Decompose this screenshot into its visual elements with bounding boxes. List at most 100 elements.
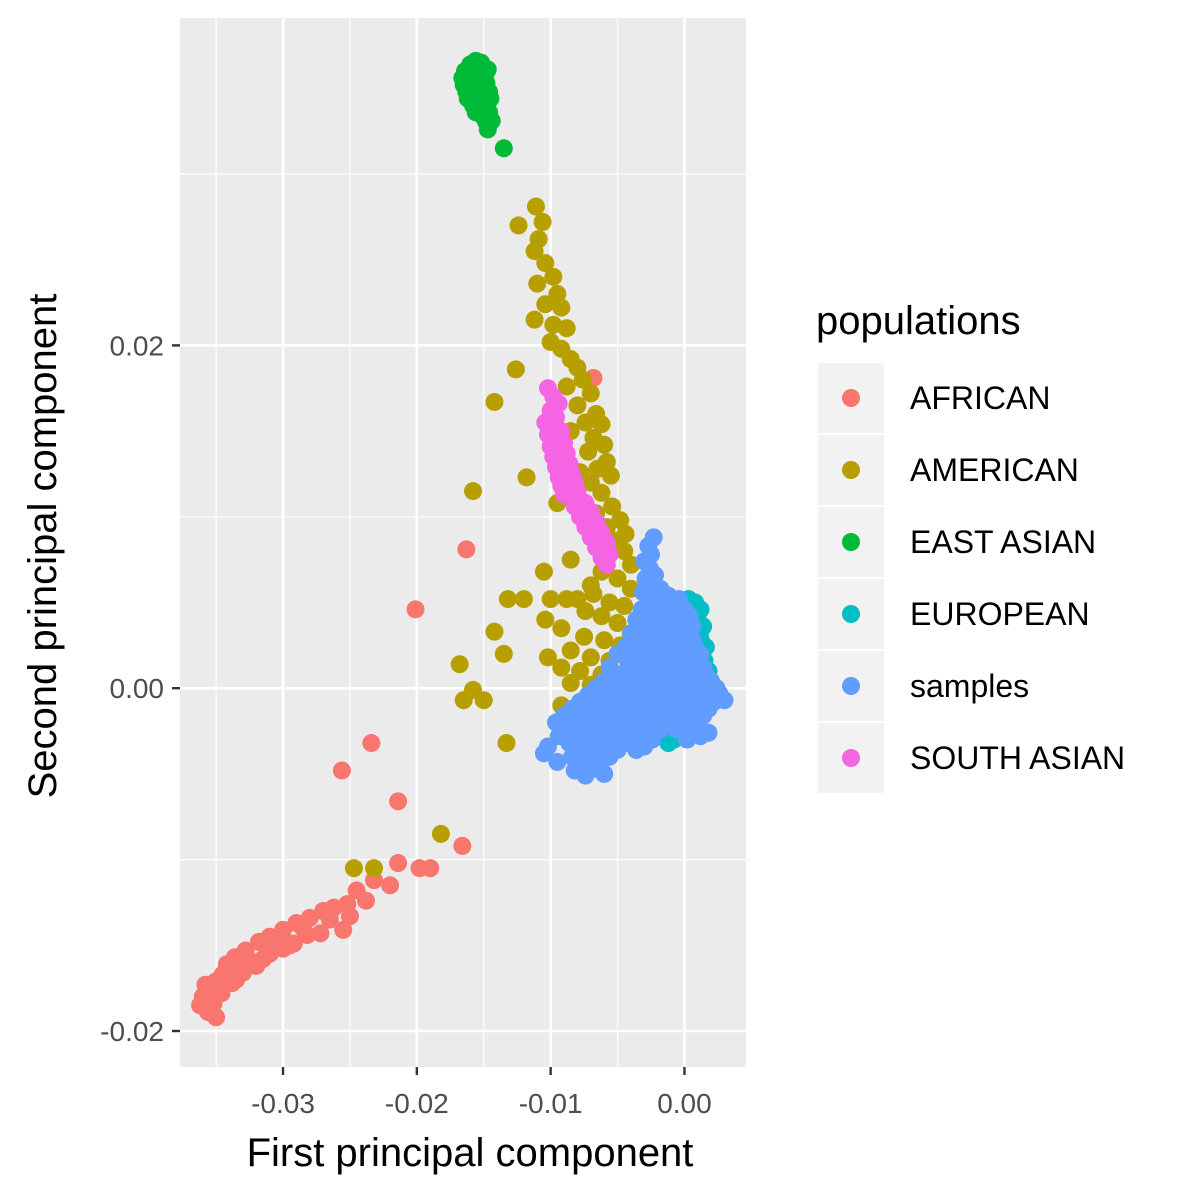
data-point (450, 655, 469, 674)
data-point (561, 641, 580, 660)
data-point (525, 242, 544, 261)
data-point (454, 691, 473, 710)
data-point (597, 555, 616, 574)
data-point (595, 764, 614, 783)
data-point (557, 377, 576, 396)
legend-key-point (842, 605, 860, 623)
data-point (575, 627, 594, 646)
data-point (528, 274, 547, 293)
y-tick-label: -0.02 (100, 1016, 164, 1047)
legend-item: AFRICAN (818, 363, 1050, 433)
data-point (592, 483, 611, 502)
data-point (533, 212, 552, 231)
x-axis: -0.03 -0.02 -0.01 0.00 (251, 1067, 712, 1119)
data-point (389, 792, 408, 811)
series-south-asian (536, 379, 619, 574)
legend-key-point (842, 389, 860, 407)
data-point (332, 761, 351, 780)
series-samples (534, 528, 734, 785)
data-point (608, 569, 627, 588)
x-tick-label: -0.02 (385, 1088, 449, 1119)
data-point (568, 396, 587, 415)
x-tick-label: 0.00 (657, 1088, 712, 1119)
data-point (534, 562, 553, 581)
y-axis-title: Second principal component (21, 294, 65, 799)
legend-keys: AFRICAN AMERICAN EAST ASIAN EUROPEAN samples… (818, 363, 1125, 793)
data-point (552, 298, 571, 317)
data-point (249, 932, 268, 951)
data-point (576, 602, 595, 621)
data-point (603, 497, 622, 516)
data-point (691, 727, 710, 746)
data-point (498, 590, 517, 609)
data-point (538, 648, 557, 667)
data-point (389, 854, 408, 873)
data-point (541, 590, 560, 609)
data-point (548, 284, 567, 303)
legend-key-point (842, 461, 860, 479)
legend-label: samples (910, 668, 1029, 704)
x-tick-label: -0.01 (519, 1088, 583, 1119)
data-point (581, 384, 600, 403)
data-point (544, 267, 563, 286)
data-points (191, 51, 734, 1027)
major-gridlines (180, 18, 746, 1067)
data-point (588, 459, 607, 478)
data-point (381, 876, 400, 895)
legend-item: EUROPEAN (818, 579, 1090, 649)
data-point (344, 859, 363, 878)
legend-item: samples (818, 651, 1029, 721)
data-point (536, 295, 555, 314)
y-tick-label: 0.00 (110, 673, 165, 704)
series-east-asian (453, 51, 513, 158)
data-point (608, 614, 627, 633)
data-point (525, 310, 544, 329)
data-point (526, 197, 545, 216)
data-point (406, 600, 425, 619)
data-point (421, 859, 440, 878)
data-point (253, 950, 272, 969)
data-point (615, 542, 634, 561)
data-point (592, 607, 611, 626)
data-point (561, 550, 580, 569)
data-point (334, 920, 353, 939)
legend-title: populations (816, 299, 1021, 343)
data-point (584, 584, 603, 603)
data-point (340, 907, 359, 926)
data-point (600, 593, 619, 612)
data-point (209, 979, 228, 998)
data-point (478, 120, 497, 139)
data-point (497, 734, 516, 753)
data-point (485, 392, 504, 411)
data-point (627, 740, 646, 759)
data-point (485, 622, 504, 641)
data-point (573, 370, 592, 389)
data-point (601, 466, 620, 485)
data-point (320, 910, 339, 929)
data-point (517, 468, 536, 487)
data-point (509, 216, 528, 235)
legend: populations AFRICAN AMERICAN EAST ASIAN EUR… (816, 299, 1125, 793)
data-point (615, 596, 634, 615)
data-point (557, 319, 576, 338)
data-point (579, 442, 598, 461)
legend-label: EUROPEAN (910, 596, 1090, 632)
data-point (514, 590, 533, 609)
legend-key-point (842, 533, 860, 551)
data-point (576, 413, 595, 432)
data-point (561, 674, 580, 693)
legend-item: AMERICAN (818, 435, 1079, 505)
legend-key-point (842, 749, 860, 767)
data-point (365, 859, 384, 878)
data-point (311, 924, 330, 943)
legend-label: EAST ASIAN (910, 524, 1096, 560)
series-african (191, 368, 603, 1027)
data-point (453, 836, 472, 855)
legend-item: SOUTH ASIAN (818, 723, 1125, 793)
data-point (207, 1008, 226, 1027)
data-point (298, 926, 317, 945)
data-point (280, 936, 299, 955)
data-point (536, 610, 555, 629)
data-point (494, 139, 513, 158)
